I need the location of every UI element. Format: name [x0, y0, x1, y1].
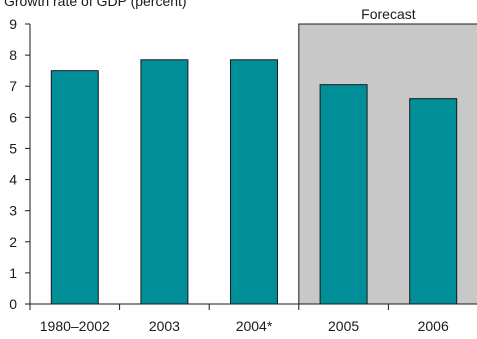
- bar-2005: [319, 84, 368, 305]
- y-tick-label: 0: [9, 296, 17, 312]
- x-tick-label: 2003: [149, 318, 180, 334]
- y-tick-label: 6: [9, 109, 17, 125]
- y-tick-label: 1: [9, 265, 17, 281]
- y-tick-label: 7: [9, 78, 17, 94]
- y-tick-label: 4: [9, 172, 17, 188]
- forecast-label: Forecast: [361, 6, 416, 22]
- chart-title: Growth rate of GDP (percent): [4, 0, 187, 9]
- x-tick-label: 2006: [418, 318, 449, 334]
- y-tick-label: 3: [9, 203, 17, 219]
- y-tick-label: 8: [9, 47, 17, 63]
- bar-2006: [409, 98, 458, 305]
- x-axis: 1980–2002 2003 2004* 2005 2006: [29, 303, 477, 334]
- bar-2003: [140, 59, 189, 305]
- bar-2004*: [230, 59, 278, 305]
- x-tick-label: 2004*: [236, 318, 273, 334]
- bar-1980–2002: [50, 70, 99, 305]
- y-tick-label: 5: [9, 140, 17, 156]
- y-tick-label: 2: [9, 234, 17, 250]
- y-axis: 0 1 2 3 4 5 6 7 8 9: [9, 16, 31, 312]
- y-tick-label: 9: [9, 16, 17, 32]
- x-tick-label: 1980–2002: [40, 318, 110, 334]
- x-tick-label: 2005: [328, 318, 359, 334]
